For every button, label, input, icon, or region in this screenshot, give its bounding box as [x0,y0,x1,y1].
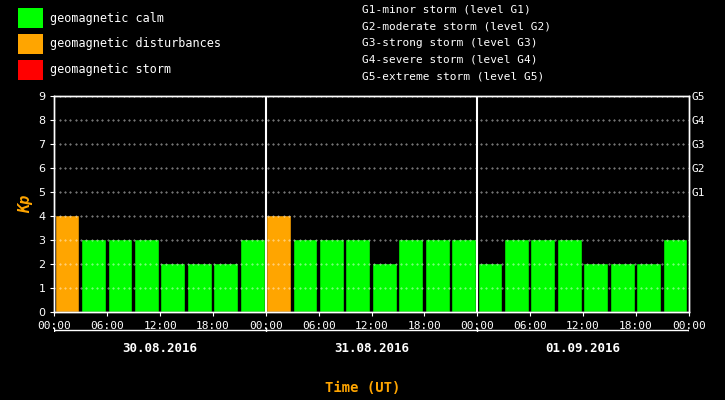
Text: 30.08.2016: 30.08.2016 [123,342,198,354]
Bar [188,264,212,312]
Text: 01.09.2016: 01.09.2016 [545,342,621,354]
Bar [531,240,555,312]
Bar [347,240,370,312]
Text: G5-extreme storm (level G5): G5-extreme storm (level G5) [362,72,544,82]
Bar [18,8,43,28]
Bar [558,240,581,312]
Bar [162,264,185,312]
Text: geomagnetic disturbances: geomagnetic disturbances [50,38,221,50]
Bar [610,264,634,312]
Text: G4-severe storm (level G4): G4-severe storm (level G4) [362,55,538,65]
Bar [109,240,133,312]
Bar [135,240,159,312]
Y-axis label: Kp: Kp [17,195,33,213]
Bar [663,240,687,312]
Bar [505,240,529,312]
Bar [267,216,291,312]
Bar [584,264,608,312]
Bar [637,264,661,312]
Bar [320,240,344,312]
Text: geomagnetic calm: geomagnetic calm [50,12,164,25]
Bar [241,240,265,312]
Bar [215,264,238,312]
Bar [452,240,476,312]
Bar [399,240,423,312]
Bar [56,216,80,312]
Bar [18,60,43,80]
Bar [478,264,502,312]
Bar [426,240,450,312]
Text: G3-strong storm (level G3): G3-strong storm (level G3) [362,38,538,48]
Bar [82,240,106,312]
Bar [373,264,397,312]
Text: Time (UT): Time (UT) [325,381,400,395]
Bar [294,240,318,312]
Text: 31.08.2016: 31.08.2016 [334,342,409,354]
Text: G2-moderate storm (level G2): G2-moderate storm (level G2) [362,21,552,31]
Text: geomagnetic storm: geomagnetic storm [50,63,171,76]
Text: G1-minor storm (level G1): G1-minor storm (level G1) [362,5,531,15]
Bar [18,34,43,54]
